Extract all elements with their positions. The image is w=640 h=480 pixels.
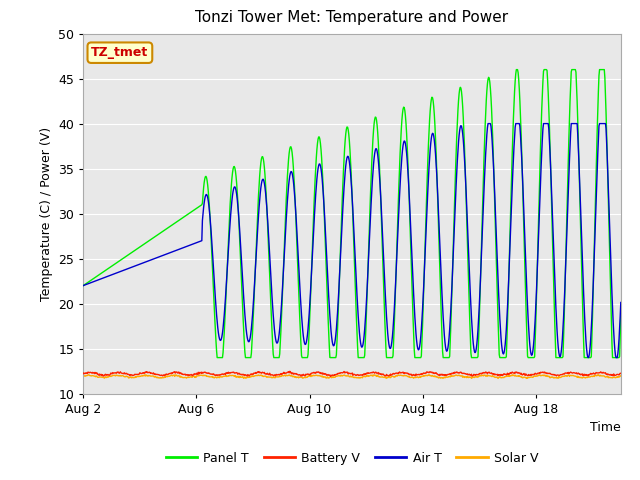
- Text: TZ_tmet: TZ_tmet: [92, 46, 148, 59]
- Legend: Panel T, Battery V, Air T, Solar V: Panel T, Battery V, Air T, Solar V: [161, 447, 543, 469]
- Y-axis label: Temperature (C) / Power (V): Temperature (C) / Power (V): [40, 127, 52, 300]
- X-axis label: Time: Time: [590, 421, 621, 434]
- Title: Tonzi Tower Met: Temperature and Power: Tonzi Tower Met: Temperature and Power: [195, 11, 509, 25]
